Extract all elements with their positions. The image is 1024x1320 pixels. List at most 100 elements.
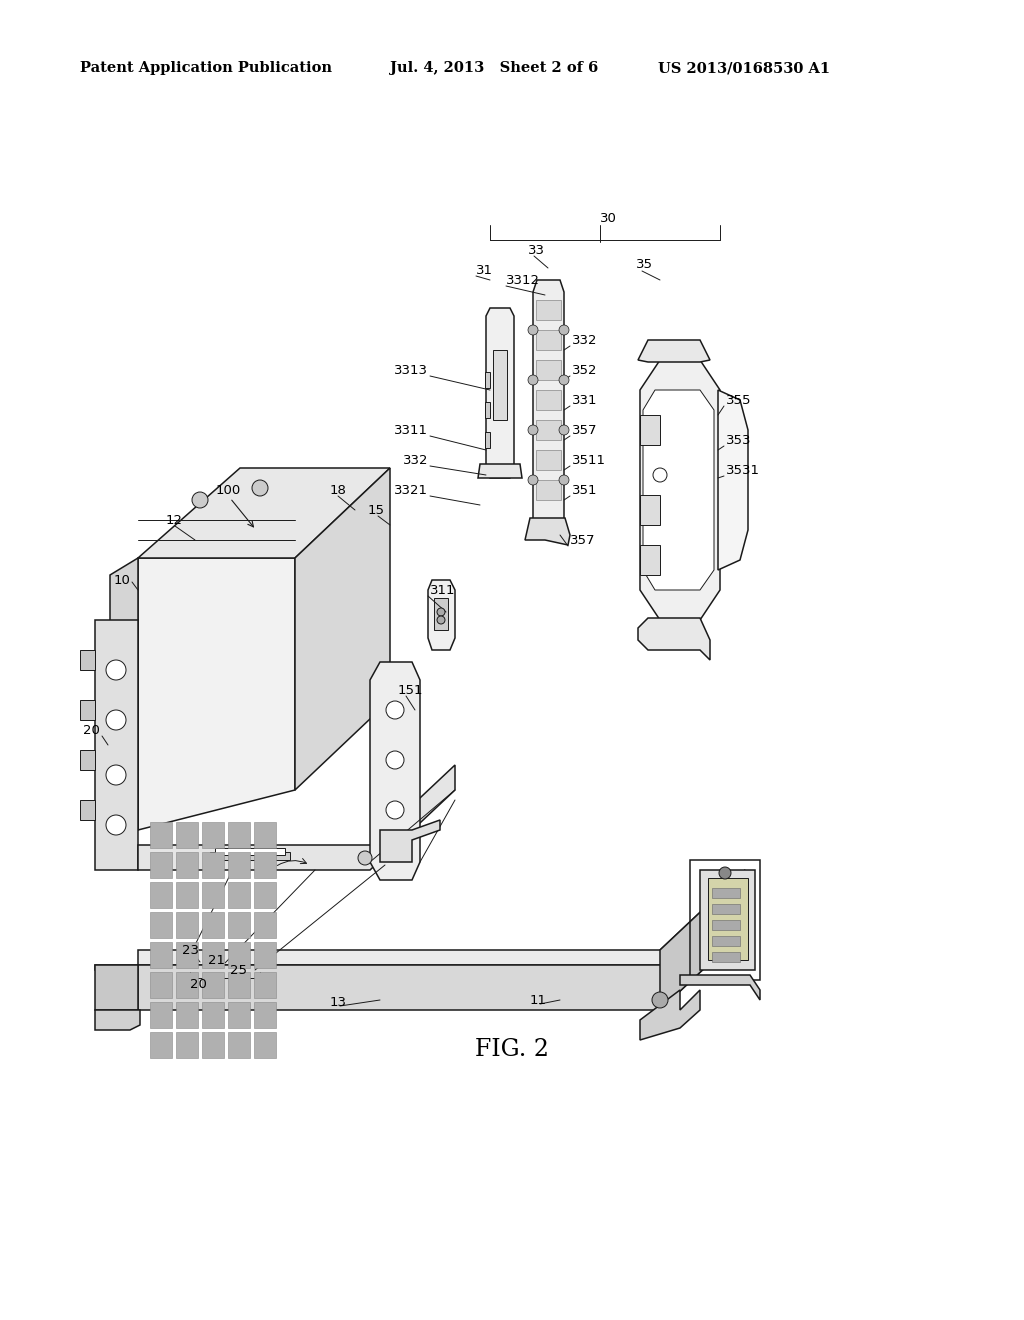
Polygon shape	[176, 942, 198, 968]
Polygon shape	[150, 912, 172, 939]
Circle shape	[106, 814, 126, 836]
Polygon shape	[80, 750, 95, 770]
Polygon shape	[176, 1002, 198, 1028]
Polygon shape	[228, 1032, 250, 1059]
Polygon shape	[176, 882, 198, 908]
Text: 3312: 3312	[506, 273, 540, 286]
Polygon shape	[138, 469, 390, 558]
Polygon shape	[434, 598, 449, 630]
Polygon shape	[640, 414, 660, 445]
Polygon shape	[536, 420, 561, 440]
Polygon shape	[95, 620, 138, 870]
Polygon shape	[228, 942, 250, 968]
Polygon shape	[95, 965, 138, 970]
Polygon shape	[295, 469, 390, 789]
Polygon shape	[536, 330, 561, 350]
Text: 100: 100	[216, 483, 242, 496]
Polygon shape	[536, 300, 561, 319]
Circle shape	[559, 475, 569, 484]
Polygon shape	[176, 1032, 198, 1059]
Text: 23: 23	[182, 944, 199, 957]
Text: 353: 353	[726, 433, 752, 446]
Circle shape	[106, 766, 126, 785]
Polygon shape	[202, 882, 224, 908]
Text: 33: 33	[528, 243, 545, 256]
Polygon shape	[138, 766, 455, 870]
Polygon shape	[493, 350, 507, 420]
Circle shape	[193, 492, 208, 508]
Polygon shape	[228, 822, 250, 847]
Polygon shape	[485, 403, 490, 418]
Circle shape	[719, 867, 731, 879]
Polygon shape	[150, 1002, 172, 1028]
Text: 11: 11	[530, 994, 547, 1006]
Text: 151: 151	[398, 684, 424, 697]
Polygon shape	[254, 912, 276, 939]
Text: 352: 352	[572, 363, 597, 376]
Polygon shape	[712, 888, 740, 898]
Polygon shape	[202, 851, 224, 878]
Polygon shape	[536, 360, 561, 380]
Polygon shape	[176, 822, 198, 847]
Polygon shape	[536, 389, 561, 411]
Text: 10: 10	[113, 573, 130, 586]
Polygon shape	[478, 465, 522, 478]
Text: 13: 13	[330, 995, 347, 1008]
Polygon shape	[228, 972, 250, 998]
Polygon shape	[150, 1032, 172, 1059]
Polygon shape	[150, 851, 172, 878]
Polygon shape	[712, 952, 740, 962]
Polygon shape	[138, 870, 745, 965]
Circle shape	[386, 801, 404, 818]
Text: 31: 31	[476, 264, 493, 276]
Polygon shape	[202, 1002, 224, 1028]
Polygon shape	[202, 1032, 224, 1059]
Text: 30: 30	[600, 211, 616, 224]
Polygon shape	[536, 450, 561, 470]
Polygon shape	[150, 822, 172, 847]
Polygon shape	[380, 820, 440, 862]
Text: 35: 35	[636, 259, 653, 272]
Circle shape	[559, 425, 569, 436]
Polygon shape	[228, 912, 250, 939]
Polygon shape	[202, 972, 224, 998]
Circle shape	[559, 325, 569, 335]
Circle shape	[559, 375, 569, 385]
Polygon shape	[138, 558, 295, 830]
Polygon shape	[640, 360, 720, 620]
Text: 331: 331	[572, 393, 597, 407]
Text: 21: 21	[208, 953, 225, 966]
Polygon shape	[536, 480, 561, 500]
Polygon shape	[95, 1010, 140, 1030]
Polygon shape	[254, 882, 276, 908]
Polygon shape	[638, 341, 710, 362]
Polygon shape	[110, 558, 138, 845]
Polygon shape	[254, 942, 276, 968]
Polygon shape	[680, 975, 760, 1001]
Polygon shape	[95, 965, 138, 1010]
Polygon shape	[202, 822, 224, 847]
Text: 332: 332	[572, 334, 597, 346]
Polygon shape	[80, 649, 95, 671]
Polygon shape	[210, 851, 290, 861]
Circle shape	[652, 993, 668, 1008]
Polygon shape	[712, 936, 740, 946]
Polygon shape	[708, 878, 748, 960]
Circle shape	[252, 480, 268, 496]
Text: 20: 20	[83, 723, 100, 737]
Text: 3531: 3531	[726, 463, 760, 477]
Polygon shape	[228, 851, 250, 878]
Polygon shape	[485, 432, 490, 447]
Text: 3321: 3321	[394, 483, 428, 496]
Polygon shape	[150, 972, 172, 998]
Polygon shape	[202, 912, 224, 939]
Polygon shape	[80, 700, 95, 719]
Polygon shape	[428, 579, 455, 649]
Circle shape	[106, 660, 126, 680]
Circle shape	[528, 475, 538, 484]
Text: 311: 311	[430, 583, 456, 597]
Polygon shape	[80, 800, 95, 820]
Polygon shape	[525, 517, 570, 545]
Text: 20: 20	[190, 978, 207, 991]
Text: 25: 25	[230, 964, 247, 977]
